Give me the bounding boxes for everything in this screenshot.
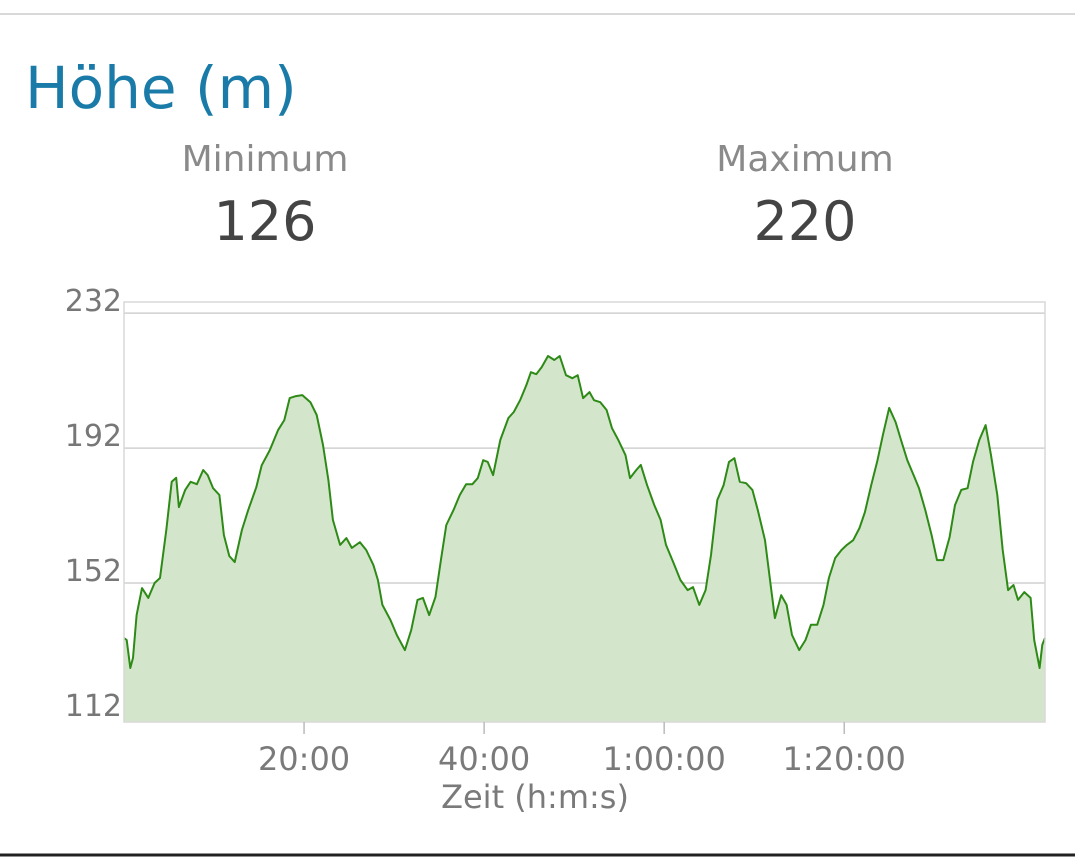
plot-border xyxy=(123,301,1046,723)
x-tick-label: 1:00:00 xyxy=(602,740,725,778)
y-tick-label: 192 xyxy=(65,419,122,454)
chart-title: Höhe (m) xyxy=(25,54,297,122)
y-tick-label: 152 xyxy=(65,554,122,589)
stat-label: Maximum xyxy=(716,139,893,180)
x-tick-label: 1:20:00 xyxy=(783,740,906,778)
stat-label: Minimum xyxy=(182,139,349,180)
x-tick-label: 20:00 xyxy=(258,740,350,778)
stat-value: 126 xyxy=(213,190,316,253)
stat-value: 220 xyxy=(753,190,856,253)
x-tick-label: 40:00 xyxy=(438,740,530,778)
area-fill xyxy=(124,356,1045,722)
line xyxy=(123,355,1046,669)
y-tick-label: 232 xyxy=(65,284,122,319)
x-axis-label: Zeit (h:m:s) xyxy=(441,778,629,816)
y-tick-label: 112 xyxy=(65,689,122,724)
